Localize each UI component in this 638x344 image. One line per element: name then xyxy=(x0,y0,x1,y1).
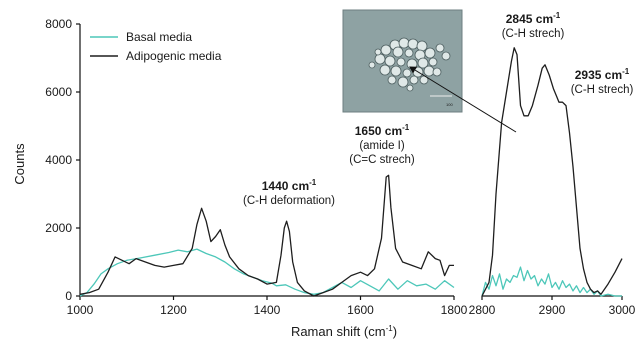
series-line-adipogenic-media xyxy=(79,174,454,297)
inset-droplet xyxy=(374,53,386,65)
legend: Basal media Adipogenic media xyxy=(90,30,222,63)
inset-droplet xyxy=(374,48,382,56)
series-layer xyxy=(79,47,623,297)
inset-droplet xyxy=(409,75,419,85)
x-tick-label: 1600 xyxy=(347,303,374,317)
inset-droplet xyxy=(398,37,410,49)
annotation-1440-line: (C-H deformation) xyxy=(243,195,335,207)
inset-scale-label: 100 xyxy=(446,102,453,107)
inset-droplet xyxy=(406,84,414,92)
x-tick-label: 3000 xyxy=(609,303,636,317)
inset-droplet xyxy=(407,38,419,50)
x-tick-label: 2900 xyxy=(539,303,566,317)
axes: 0 2000 4000 6000 8000 1000 1200 1400 1600 1800 280… xyxy=(45,17,635,317)
y-tick-label: 6000 xyxy=(45,85,72,99)
y-tick-label: 8000 xyxy=(45,17,72,31)
legend-label: Basal media xyxy=(126,30,192,44)
inset-droplet xyxy=(435,43,445,53)
x-tick-label: 1800 xyxy=(441,303,468,317)
x-tick-label: 1400 xyxy=(254,303,281,317)
inset-arrow xyxy=(409,66,517,133)
y-tick-label: 0 xyxy=(65,289,72,303)
inset-droplet xyxy=(428,57,438,67)
x-tick-label: 1000 xyxy=(67,303,94,317)
x-axis-title: Raman shift (cm-1) xyxy=(291,324,397,339)
inset-droplet xyxy=(379,64,391,76)
inset-droplet xyxy=(384,55,396,67)
annotation-1440-title: 1440 cm-1 xyxy=(262,178,317,193)
annotation-2845-title: 2845 cm-1 xyxy=(506,11,561,26)
inset-droplet xyxy=(396,57,406,67)
series-line-basal-media xyxy=(79,248,455,297)
annotation-1650-title: 1650 cm-1 xyxy=(355,123,410,138)
inset-droplet xyxy=(402,68,412,78)
inset-droplet xyxy=(404,48,414,58)
inset-droplet xyxy=(441,51,451,61)
inset-droplet xyxy=(397,76,409,88)
x-tick-label: 2800 xyxy=(469,303,496,317)
legend-label: Adipogenic media xyxy=(126,49,222,63)
series-line-adipogenic-media xyxy=(481,47,623,297)
series-line-basal-media xyxy=(481,266,622,297)
inset-micrograph: 100 xyxy=(342,9,517,133)
annotations: 1440 cm-1 (C-H deformation) 1650 cm-1 (amid… xyxy=(243,11,633,207)
inset-droplet xyxy=(392,46,404,58)
inset-droplet xyxy=(390,65,402,77)
annotation-2845-line: (C-H strech) xyxy=(502,28,565,40)
inset-droplet xyxy=(417,57,429,69)
inset-droplet xyxy=(380,44,392,56)
inset-droplet xyxy=(424,47,436,59)
annotation-2935-line: (C-H strech) xyxy=(571,84,634,96)
inset-droplet xyxy=(432,67,442,77)
inset-droplet xyxy=(368,61,376,69)
annotation-1650-line: (amide I) xyxy=(359,140,405,152)
y-tick-label: 2000 xyxy=(45,221,72,235)
inset-droplet xyxy=(387,75,397,85)
inset-droplet xyxy=(423,65,435,77)
inset-droplet xyxy=(416,40,428,52)
x-tick-label: 1200 xyxy=(160,303,187,317)
annotation-1650-line: (C=C strech) xyxy=(349,154,415,166)
annotation-2935-title: 2935 cm-1 xyxy=(575,67,630,82)
y-axis-title: Counts xyxy=(12,143,27,185)
y-tick-label: 4000 xyxy=(45,153,72,167)
